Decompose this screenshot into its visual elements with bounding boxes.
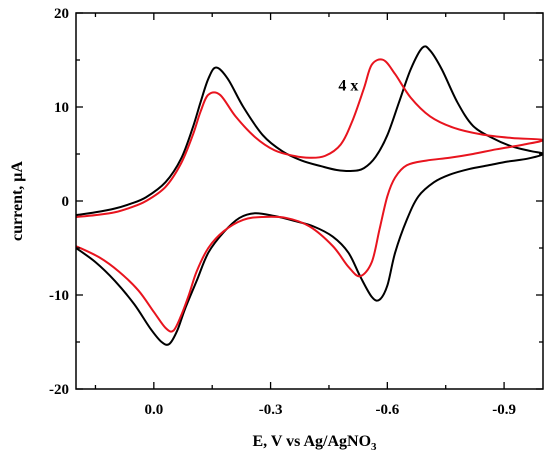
series-line-2 — [76, 58, 543, 333]
x-tick-label: -0.9 — [492, 402, 516, 418]
x-axis-title-subscript: 3 — [371, 441, 377, 453]
annotation-4x: 4 x — [338, 77, 358, 94]
x-tick-label: 0.0 — [144, 402, 163, 418]
y-tick-label: -10 — [49, 288, 69, 304]
x-axis-title: E, V vs Ag/AgNO3 — [252, 433, 377, 453]
ticks-layer — [76, 12, 543, 390]
y-tick-label: 10 — [54, 100, 69, 116]
y-tick-label: 20 — [54, 6, 69, 22]
x-axis-title-main: E, V vs Ag/AgNO — [252, 433, 371, 450]
y-axis-title: current, μA — [9, 161, 26, 241]
y-tick-label: 0 — [62, 194, 70, 210]
x-tick-label: -0.3 — [259, 402, 283, 418]
series-layer — [76, 45, 543, 346]
x-tick-label: -0.6 — [375, 402, 399, 418]
y-tick-label: -20 — [49, 382, 69, 398]
series-line-1 — [76, 45, 543, 346]
tick-labels-layer: 0.0 -0.3 -0.6 -0.9 -20 -10 0 10 20 — [49, 6, 516, 418]
